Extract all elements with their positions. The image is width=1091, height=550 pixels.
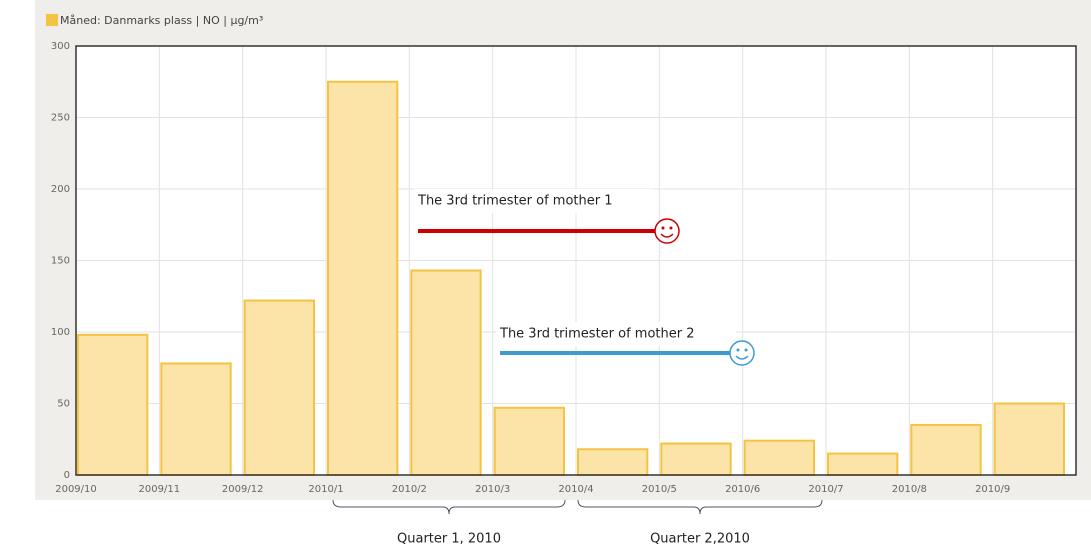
bracket-label: Quarter 1, 2010 — [397, 532, 501, 547]
bar — [327, 80, 399, 476]
y-tick-label: 300 — [51, 41, 70, 52]
x-tick-label: 2009/11 — [139, 484, 181, 495]
bar — [410, 269, 482, 477]
y-tick-label: 150 — [51, 256, 70, 267]
annotation-bg — [496, 322, 736, 346]
x-tick-label: 2010/9 — [975, 484, 1010, 495]
smiley-mouth — [735, 355, 749, 360]
annotation-text: The 3rd trimester of mother 1 — [417, 194, 613, 209]
bracket-label: Quarter 2,2010 — [650, 532, 750, 547]
y-tick-label: 0 — [64, 470, 70, 481]
bar — [827, 452, 899, 476]
bar — [243, 299, 316, 477]
y-tick-label: 200 — [51, 184, 70, 195]
bracket — [577, 499, 823, 515]
x-tick-label: 2010/7 — [808, 484, 843, 495]
bar — [577, 448, 649, 477]
smiley — [729, 340, 755, 366]
annotation-text: The 3rd trimester of mother 2 — [499, 327, 695, 342]
plot-border — [75, 45, 1077, 476]
smiley-eye — [744, 348, 748, 352]
x-tick-label: 2010/1 — [308, 484, 343, 495]
legend-label: Måned: Danmarks plass | NO | µg/m³ — [60, 14, 263, 27]
y-tick-label: 100 — [51, 327, 70, 338]
smiley — [654, 218, 680, 244]
bar — [743, 439, 816, 476]
x-tick-label: 2010/4 — [558, 484, 593, 495]
bar — [993, 402, 1066, 476]
bar — [910, 423, 982, 477]
bar — [660, 442, 732, 477]
bracket — [332, 499, 566, 515]
bar — [493, 406, 565, 477]
bar — [77, 333, 149, 476]
smiley-eye — [661, 226, 665, 230]
smiley-eye — [736, 348, 740, 352]
x-tick-label: 2010/6 — [725, 484, 760, 495]
y-tick-label: 250 — [51, 113, 70, 124]
smiley-mouth — [660, 233, 674, 238]
x-tick-label: 2009/12 — [222, 484, 264, 495]
x-tick-label: 2010/5 — [642, 484, 677, 495]
x-tick-label: 2010/8 — [892, 484, 927, 495]
annotation-bg — [414, 189, 654, 213]
y-tick-label: 50 — [57, 399, 70, 410]
x-tick-label: 2009/10 — [55, 484, 97, 495]
smiley-eye — [669, 226, 673, 230]
x-tick-label: 2010/3 — [475, 484, 510, 495]
legend-swatch — [46, 14, 58, 26]
x-tick-label: 2010/2 — [392, 484, 427, 495]
bar — [160, 362, 232, 476]
